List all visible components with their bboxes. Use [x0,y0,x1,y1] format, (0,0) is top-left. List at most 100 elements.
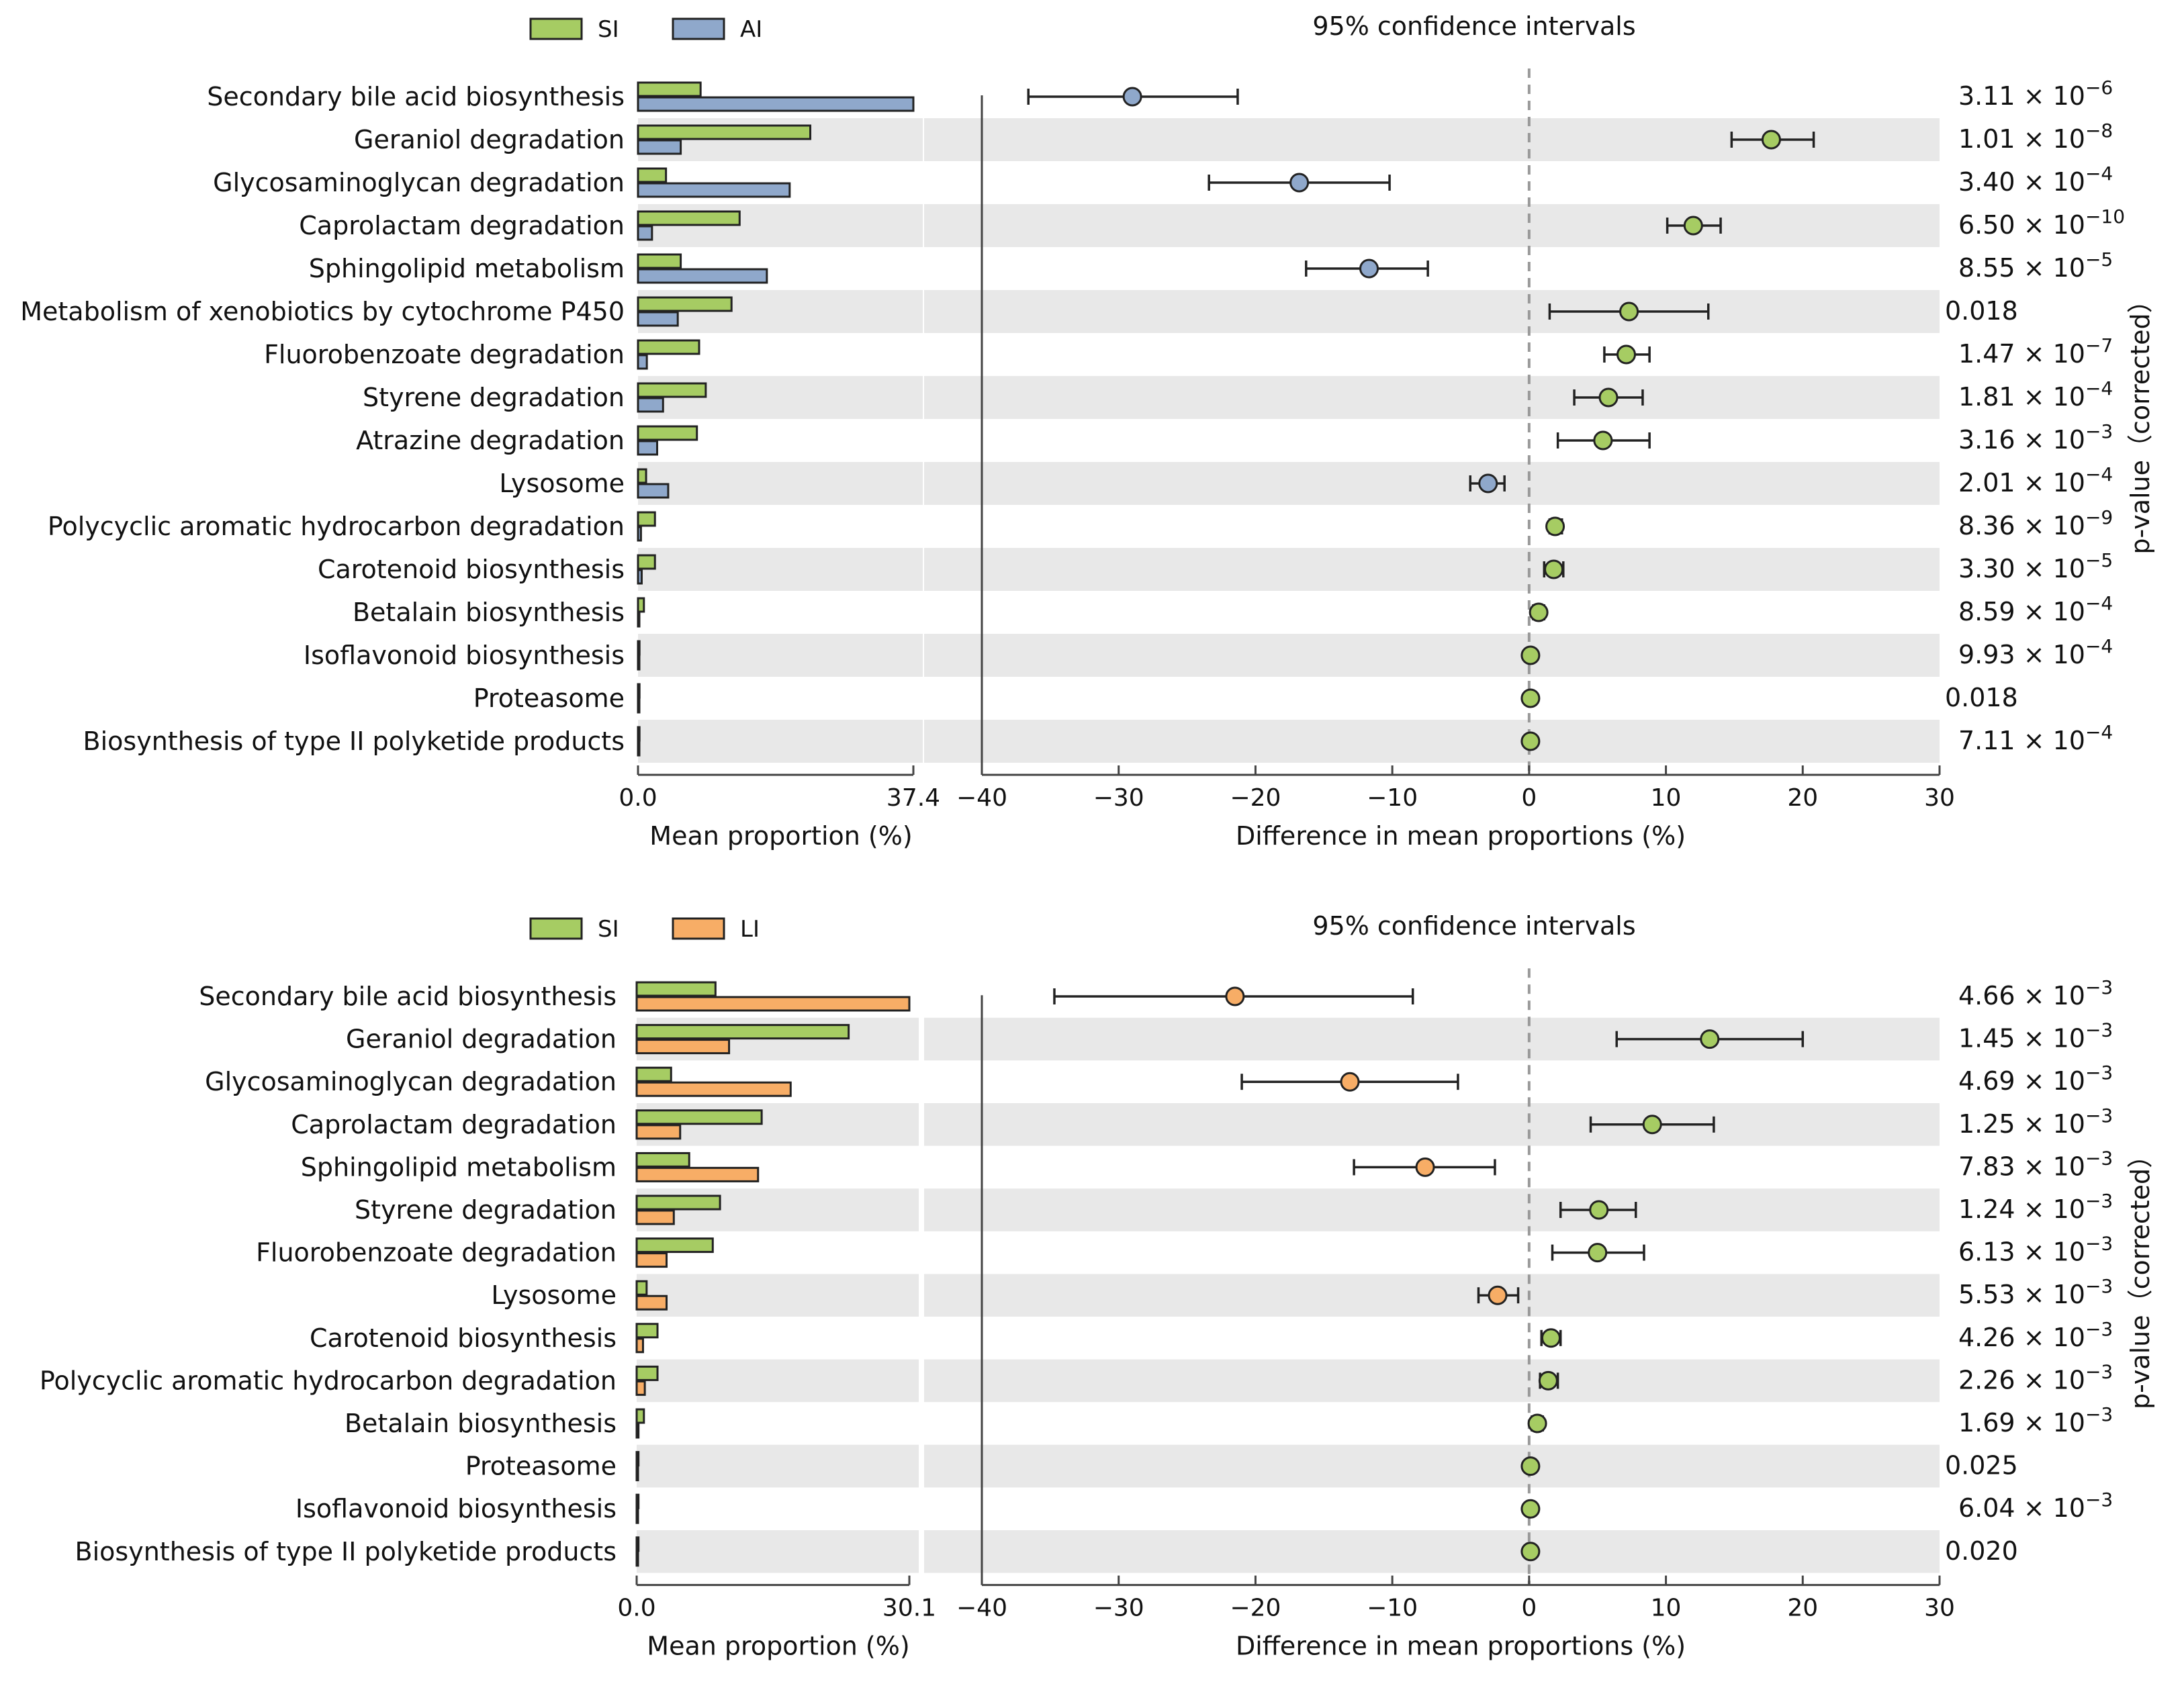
p-value-exponent: −4 [2085,162,2113,185]
p-value: 6.04 × 10−3 [1958,1489,2113,1523]
difference-point [1541,1328,1561,1348]
p-value-exponent: −3 [2085,1019,2113,1041]
p-value-mantissa: 6.50 × 10 [1958,210,2085,240]
difference-x-axis: −40 −30 −20 −10 0 10 20 30 Difference in mean pr… [956,95,1955,851]
p-value-exponent: −3 [2085,1318,2113,1340]
bar-ai [637,182,791,198]
p-value: 1.81 × 10−4 [1958,377,2113,412]
p-value-exponent: −4 [2085,592,2113,614]
bar-si [637,296,733,312]
difference-axis-tick-label: −20 [1230,1595,1281,1622]
bar-si [637,511,656,527]
difference-point [1538,1370,1558,1391]
difference-axis-tick-label: 0 [1521,784,1537,812]
p-value: 3.30 × 10−5 [1958,549,2113,583]
difference-axis-tick-label: 0 [1521,1595,1537,1622]
p-value-exponent: −3 [2085,1147,2113,1169]
difference-point [1642,1115,1662,1135]
p-value: 4.26 × 10−3 [1958,1318,2113,1352]
bar-si [637,339,700,355]
p-value-exponent: −4 [2085,463,2113,485]
difference-axis-tick-label: −10 [1367,1595,1418,1622]
pathway-label: Sphingolipid metabolism [309,254,625,283]
bar-axis-tick-label: 37.4 [886,784,940,812]
p-value: 1.47 × 10−7 [1958,334,2113,369]
difference-axis-tick-label: −40 [956,784,1007,812]
bar-li [635,1124,682,1140]
p-value-mantissa: 2.26 × 10 [1958,1365,2085,1395]
difference-point [1619,301,1639,322]
bar-si [635,1536,640,1552]
bar-si [637,554,656,570]
bar-li [635,1380,646,1396]
p-value: 1.01 × 10−8 [1958,120,2113,154]
difference-point [1340,1072,1360,1092]
diff-row-stripe [924,1359,1940,1403]
difference-axis-tick-label: 30 [1924,784,1955,812]
p-value-exponent: −3 [2085,1233,2113,1255]
bar-si [635,1365,659,1381]
p-value-exponent: −4 [2085,721,2113,743]
bar-si [637,210,741,226]
pathway-label: Metabolism of xenobiotics by cytochrome … [20,297,625,326]
bar-row-stripe [638,634,923,677]
p-value-exponent: −3 [2085,1104,2113,1127]
diff-row-stripe [924,1188,1940,1231]
p-value-mantissa: 1.69 × 10 [1958,1408,2085,1438]
p-value: 4.69 × 10−3 [1958,1062,2113,1096]
pathway-label: Betalain biosynthesis [345,1409,617,1438]
bar-si [637,640,641,656]
pathway-label: Secondary bile acid biosynthesis [199,982,617,1011]
bar-ai [637,612,641,628]
diff-row-stripe [924,462,1940,505]
p-value: 1.69 × 10−3 [1958,1403,2113,1438]
p-value-mantissa: 4.66 × 10 [1958,981,2085,1010]
difference-point [1520,1542,1541,1562]
p-value-exponent: −3 [2085,1062,2113,1084]
bar-ai [637,96,915,112]
bar-si [635,1109,763,1125]
bar-si [635,1493,640,1509]
panel-si-vs-ai: SI AI 95% confidence intervals Secondary bi… [20,11,2155,851]
p-value-mantissa: 3.16 × 10 [1958,425,2085,455]
p-value-exponent: −5 [2085,248,2113,271]
p-value-mantissa: 5.53 × 10 [1958,1280,2085,1309]
p-value: 3.40 × 10−4 [1958,162,2113,197]
difference-point [1520,645,1541,665]
p-value: 2.01 × 10−4 [1958,463,2113,498]
difference-axis-tick-label: 30 [1924,1595,1955,1622]
pathway-label: Caprolactam degradation [291,1110,617,1139]
ci-title: 95% confidence intervals [1312,11,1635,41]
difference-axis-tick-label: −30 [1093,1595,1144,1622]
legend-swatch-ai [672,17,725,40]
difference-axis-tick-label: 10 [1651,784,1682,812]
bar-li [635,1423,640,1439]
p-value-mantissa: 8.55 × 10 [1958,253,2085,283]
p-value: 7.83 × 10−3 [1958,1147,2113,1181]
pathway-label: Polycyclic aromatic hydrocarbon degradat… [40,1366,617,1395]
bar-si [635,1280,648,1296]
legend-swatch-li [672,917,725,940]
p-value-exponent: −9 [2085,506,2113,528]
difference-point [1478,473,1498,493]
p-value-exponent: −3 [2085,1403,2113,1425]
p-value: 1.24 × 10−3 [1958,1190,2113,1224]
p-value-axis-label: p-value（corrected） [2126,1143,2155,1409]
diff-row-stripe [924,720,1940,763]
p-value: 8.55 × 10−5 [1958,248,2113,283]
p-value-mantissa: 1.25 × 10 [1958,1109,2085,1139]
pathway-label: Carotenoid biosynthesis [318,555,625,584]
bar-si [637,683,641,699]
p-value-mantissa: 6.13 × 10 [1958,1237,2085,1267]
p-value: 2.26 × 10−3 [1958,1360,2113,1395]
pathway-label: Biosynthesis of type II polyketide produ… [75,1537,617,1566]
difference-point [1544,559,1564,579]
bar-si [635,1194,721,1211]
difference-axis-tick-label: −40 [956,1595,1007,1622]
pathway-label: Proteasome [465,1452,617,1481]
p-value-mantissa: 3.11 × 10 [1958,81,2085,111]
bar-si [635,1323,659,1339]
pathway-label: Geraniol degradation [346,1025,617,1054]
p-value: 3.16 × 10−3 [1958,420,2113,455]
